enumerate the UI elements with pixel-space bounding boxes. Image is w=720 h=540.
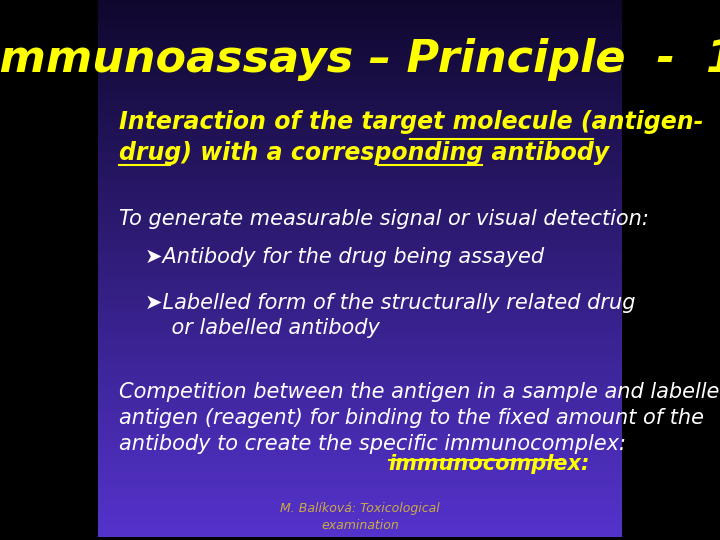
Text: immunocomplex:: immunocomplex: bbox=[389, 454, 590, 474]
Text: ➤Antibody for the drug being assayed: ➤Antibody for the drug being assayed bbox=[145, 247, 544, 267]
Text: Competition between the antigen in a sample and labelled
antigen (reagent) for b: Competition between the antigen in a sam… bbox=[119, 382, 720, 454]
Text: To generate measurable signal or visual detection:: To generate measurable signal or visual … bbox=[119, 210, 649, 230]
Text: Interaction of the target molecule (antigen-
drug) with a corresponding antibody: Interaction of the target molecule (anti… bbox=[119, 110, 703, 165]
Text: Immunoassays – Principle  -  1: Immunoassays – Principle - 1 bbox=[0, 38, 720, 80]
Text: ➤Labelled form of the structurally related drug
    or labelled antibody: ➤Labelled form of the structurally relat… bbox=[145, 293, 636, 338]
Text: M. Balíková: Toxicological
examination: M. Balíková: Toxicological examination bbox=[280, 502, 440, 532]
